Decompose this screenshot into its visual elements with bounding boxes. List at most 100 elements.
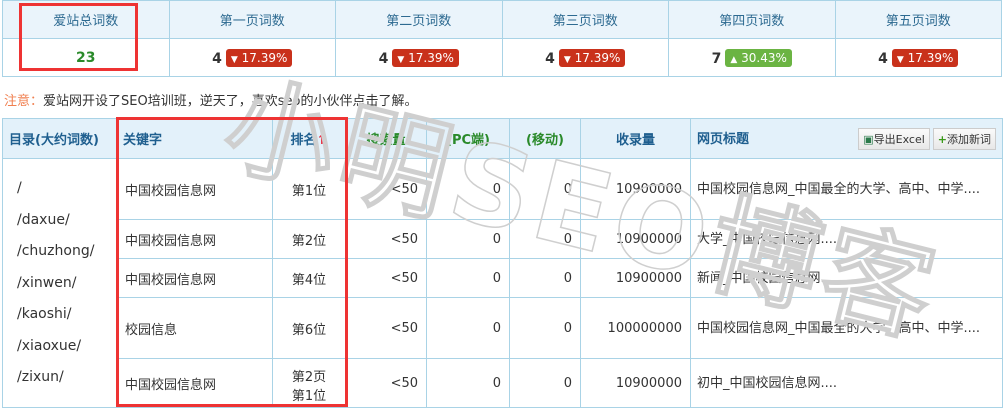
mobile-cell: 0 (509, 258, 581, 298)
search-cell: <50 (345, 258, 427, 298)
rank-value[interactable]: 第1位 (291, 183, 327, 199)
keyword-cell[interactable]: 校园信息 (116, 297, 273, 359)
rank-cell: 第2页第1位 (272, 358, 346, 408)
search-cell: <50 (345, 297, 427, 359)
header-keyword: 关键字 (116, 118, 273, 159)
indexed-cell[interactable]: 100000000 (580, 297, 691, 359)
indexed-cell[interactable]: 10900000 (580, 358, 691, 408)
header-pc: (PC端) (426, 118, 510, 159)
mobile-cell: 0 (509, 297, 581, 359)
rank-value[interactable]: 第2位 (291, 233, 327, 249)
directory-link[interactable]: /xiaoxue/ (17, 337, 82, 354)
title-cell[interactable]: 初中_中国校园信息网.... (690, 358, 1003, 408)
stat-page-1: 4 ▼ 17.39% (168, 38, 336, 77)
page-count: 7 (711, 50, 722, 67)
directory-link[interactable]: /zixun/ (17, 369, 64, 385)
page-count: 4 (378, 50, 389, 67)
pc-cell: 0 (426, 258, 510, 298)
header-indexed: 收录量 (580, 118, 691, 159)
rank-cell: 第2位 (272, 219, 346, 259)
table-row: 中国校园信息网 第2页第1位 <50 0 0 10900000 初中_中国校园信… (3, 358, 1003, 408)
page-count: 4 (545, 50, 555, 67)
directory-link[interactable]: /chuzhong/ (17, 243, 95, 259)
pc-cell: 0 (426, 158, 510, 220)
title-cell[interactable]: 中国校园信息网_中国最全的大学、高中、中学.... (690, 158, 1003, 220)
indexed-cell[interactable]: 10900000 (580, 258, 691, 298)
table-row: / /daxue/ /chuzhong/ /xinwen/ /kaoshi/ /xiaox… (2, 158, 1003, 408)
mobile-cell: 0 (509, 219, 581, 259)
notice[interactable]: 注意：爱站网开设了SEO培训班，逆天了，喜欢seo的小伙伴点击了解。 (4, 90, 417, 109)
export-excel-button[interactable]: ▣导出Excel (858, 127, 930, 150)
triangle-down-icon: ▼ (896, 54, 904, 65)
directory-link[interactable]: /xinwen/ (17, 274, 77, 291)
table-row: 校园信息 第6位 <50 0 0 100000000 中国校园信息网_中国最全的… (3, 297, 1003, 359)
keyword-cell[interactable]: 中国校园信息网 (116, 219, 273, 259)
table-row: 中国校园信息网 第2位 <50 0 0 10900000 大学_中国校园信息网.… (3, 219, 1003, 259)
stat-page-5: 4 ▼ 17.39% (834, 38, 1002, 77)
triangle-down-icon: ▼ (563, 54, 571, 65)
search-cell: <50 (345, 219, 427, 259)
stat-page-3: 4 ▼ 17.39% (501, 38, 669, 77)
header-search: 搜索量 (345, 118, 427, 159)
header-rank[interactable]: 排名↑ (272, 118, 346, 159)
notice-label: 注意： (4, 94, 44, 109)
change-badge: ▼ 17.39% (392, 48, 459, 67)
stat-header: 爱站总词数 (2, 0, 170, 39)
title-cell[interactable]: 大学_中国校园信息网.... (690, 219, 1003, 259)
change-badge: ▼ 17.39% (225, 48, 293, 67)
rank-label[interactable]: 排名 (290, 133, 317, 148)
pc-cell: 0 (426, 297, 510, 359)
add-keyword-button[interactable]: +添加新词 (932, 127, 996, 150)
stat-page-2: 4 ▼ 17.39% (335, 38, 503, 77)
header-dir: 目录(大约词数) (2, 118, 117, 159)
page-count: 4 (212, 50, 222, 67)
triangle-up-icon: ▲ (730, 54, 738, 65)
header-mobile: (移动) (509, 118, 581, 159)
mobile-cell: 0 (509, 158, 581, 220)
keyword-table: 目录(大约词数) 关键字 排名↑ 搜索量 (PC端) (移动) 收录量 网页标题… (2, 118, 1003, 408)
stats-table: 爱站总词数 第一页词数 第二页词数 第三页词数 第四页词数 第五页词数 23 4… (2, 0, 1002, 77)
highlight-box-keywords (116, 117, 348, 407)
pc-cell: 0 (426, 219, 510, 259)
indexed-cell[interactable]: 10900000 (580, 219, 691, 259)
notice-text[interactable]: 爱站网开设了SEO培训班，逆天了，喜欢seo的小伙伴点击了解。 (43, 94, 418, 109)
directory-link[interactable]: / (17, 180, 22, 196)
rank-cell: 第6位 (272, 297, 346, 359)
change-percent: 17.39% (907, 50, 954, 65)
title-label: 网页标题 (697, 131, 750, 147)
keyword-cell[interactable]: 中国校园信息网 (116, 158, 273, 220)
rank-value[interactable]: 第4位 (291, 272, 327, 288)
indexed-cell[interactable]: 10900000 (580, 158, 691, 220)
title-cell[interactable]: 新闻_中国校园信息网.... (690, 258, 1003, 298)
change-badge: ▲ 30.43% (725, 48, 792, 67)
triangle-down-icon: ▼ (397, 54, 405, 65)
mobile-cell: 0 (509, 358, 581, 408)
rank-value[interactable]: 第6位 (291, 322, 327, 338)
excel-icon: ▣ (863, 132, 874, 146)
rank-value[interactable]: 第2页第1位 (291, 370, 327, 404)
stat-header: 第三页词数 (501, 0, 669, 39)
title-cell[interactable]: 中国校园信息网_中国最全的大学、高中、中学.... (690, 297, 1003, 359)
triangle-down-icon: ▼ (230, 54, 238, 65)
pc-cell: 0 (426, 358, 510, 408)
search-cell: <50 (345, 358, 427, 408)
change-percent: 17.39% (574, 50, 621, 65)
sort-arrow-icon[interactable]: ↑ (316, 133, 328, 148)
change-percent: 30.43% (741, 50, 787, 65)
stat-header: 第四页词数 (668, 0, 836, 39)
change-badge: ▼ 17.39% (558, 48, 626, 67)
rank-cell: 第1位 (272, 158, 346, 220)
stat-header: 第五页词数 (834, 0, 1002, 39)
header-title: 网页标题 ▣导出Excel +添加新词 (690, 118, 1003, 159)
total-count: 23 (76, 49, 96, 66)
page-count: 4 (878, 50, 888, 67)
directory-link[interactable]: /daxue/ (17, 211, 70, 228)
stat-header: 第一页词数 (168, 0, 336, 39)
stat-page-4: 7 ▲ 30.43% (668, 38, 836, 77)
change-percent: 17.39% (241, 50, 288, 65)
stat-header: 第二页词数 (335, 0, 503, 39)
search-cell: <50 (345, 158, 427, 220)
directory-link[interactable]: /kaoshi/ (17, 306, 72, 322)
change-badge: ▼ 17.39% (891, 48, 959, 67)
plus-icon: + (937, 132, 947, 146)
